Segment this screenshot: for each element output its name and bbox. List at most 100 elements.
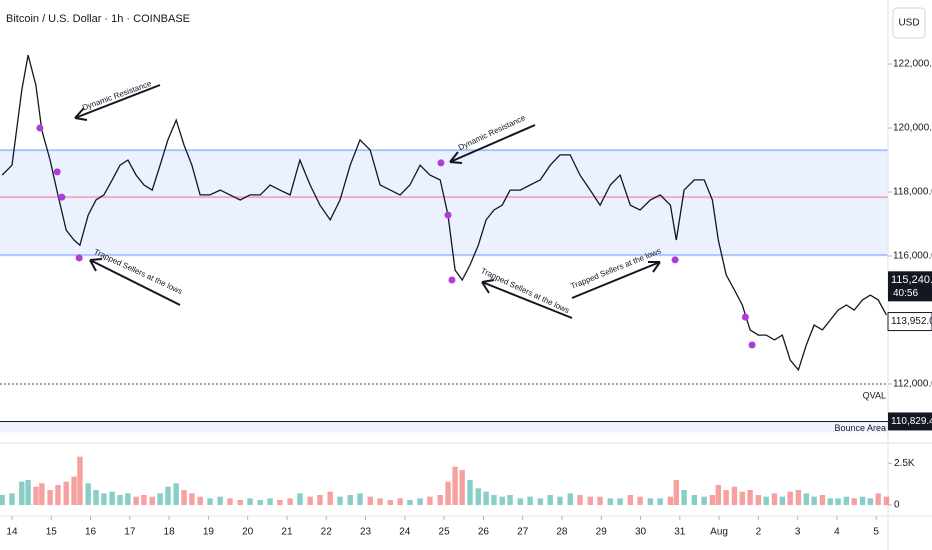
- volume-bar: [491, 495, 497, 505]
- bounce-band: [0, 421, 888, 433]
- volume-bar: [317, 495, 323, 505]
- volume-bar: [527, 496, 533, 505]
- level-price: 110,829.42: [891, 416, 932, 427]
- y-tick-label: 122,000.00: [893, 59, 932, 70]
- arrow: [481, 279, 573, 319]
- volume-bar: [787, 491, 793, 505]
- x-tick-label: 23: [360, 527, 372, 538]
- volume-bar: [189, 493, 195, 505]
- countdown: 40:56: [893, 288, 918, 299]
- currency-box[interactable]: [892, 7, 926, 39]
- volume-bar: [277, 500, 283, 505]
- volume-bar: [739, 491, 745, 505]
- x-tick-label: 18: [164, 527, 176, 538]
- volume-bar: [33, 486, 39, 505]
- x-tick-label: 30: [635, 527, 647, 538]
- volume-bar: [109, 491, 115, 505]
- volume-bar: [47, 490, 53, 505]
- volume-bar: [537, 498, 544, 505]
- volume-bar: [667, 496, 674, 505]
- volume-tick-label: 0: [894, 500, 900, 511]
- price-line: [1, 54, 887, 372]
- volume-bar: [0, 495, 5, 505]
- volume-bar: [71, 476, 77, 505]
- volume-bar: [577, 495, 583, 505]
- x-tick-label: 15: [46, 527, 58, 538]
- x-tick-label: 22: [321, 527, 333, 538]
- volume-bar: [387, 500, 393, 505]
- arrow: [74, 84, 161, 121]
- volume-bar: [883, 496, 890, 505]
- volume-bar: [637, 496, 643, 505]
- volume-bar: [19, 481, 25, 505]
- volume-bar: [819, 495, 826, 505]
- volume-bar: [851, 498, 857, 505]
- volume-bar: [647, 498, 654, 505]
- x-tick-label: 26: [478, 527, 490, 538]
- currency[interactable]: USD: [898, 18, 919, 29]
- volume-bar: [843, 496, 850, 505]
- volume-bar: [9, 493, 15, 505]
- volume-bar: [547, 495, 553, 505]
- volume-bar: [133, 496, 139, 505]
- volume-bar: [827, 498, 833, 505]
- volume-bar: [795, 490, 802, 505]
- volume-bar: [673, 480, 679, 505]
- volume-bar: [437, 495, 443, 505]
- arrow: [571, 261, 661, 299]
- volume-bar: [617, 498, 623, 505]
- volume-bar: [25, 480, 31, 505]
- y-tick-label: 120,000.00: [893, 123, 932, 134]
- volume-bar: [197, 496, 203, 505]
- volume-bar: [417, 498, 423, 505]
- x-tick-label: 21: [281, 527, 293, 538]
- marker: [58, 193, 66, 201]
- marker: [741, 313, 749, 321]
- volume-bar: [747, 490, 753, 505]
- volume-bar: [181, 490, 187, 505]
- volume-bar: [287, 498, 293, 505]
- volume-bar: [93, 490, 99, 505]
- volume-bar: [77, 456, 83, 505]
- y-tick-label: 116,000.00: [893, 251, 932, 262]
- volume-bar: [237, 500, 243, 505]
- volume-bar: [407, 500, 413, 505]
- marker: [671, 256, 679, 264]
- x-tick-label: 4: [834, 527, 840, 538]
- volume-bar: [337, 496, 343, 505]
- volume-bar: [297, 493, 303, 505]
- level-name: Bounce Area: [834, 423, 886, 433]
- x-tick-label: 24: [399, 527, 411, 538]
- volume-bar: [867, 498, 874, 505]
- x-tick-label: 27: [517, 527, 529, 538]
- volume-bar: [715, 485, 721, 505]
- volume-bar: [557, 496, 563, 505]
- volume-bar: [657, 498, 663, 505]
- volume-bar: [763, 496, 769, 505]
- volume-bar: [691, 495, 698, 505]
- last-price: 115,240.75: [891, 274, 932, 286]
- volume-bar: [207, 498, 213, 505]
- volume-bar: [55, 485, 61, 505]
- volume-bar: [63, 481, 69, 505]
- marker: [437, 159, 445, 167]
- volume-bar: [723, 490, 729, 505]
- x-tick-label: 31: [674, 527, 686, 538]
- volume-bar: [227, 498, 233, 505]
- volume-bar: [701, 496, 707, 505]
- volume-bar: [627, 495, 634, 505]
- volume-bar: [377, 498, 383, 505]
- volume-bar: [517, 498, 524, 505]
- y-tick-label: 112,000.00: [893, 379, 932, 390]
- volume-bar: [709, 495, 716, 505]
- volume-bar: [39, 483, 45, 505]
- volume-bar: [85, 483, 91, 505]
- volume-bar: [445, 481, 451, 505]
- volume-bar: [149, 496, 155, 505]
- annotation-arrows: [74, 84, 661, 319]
- level-price-box: [888, 412, 932, 431]
- marker: [36, 124, 44, 132]
- volume-bar: [397, 498, 403, 505]
- volume-bar: [327, 491, 333, 505]
